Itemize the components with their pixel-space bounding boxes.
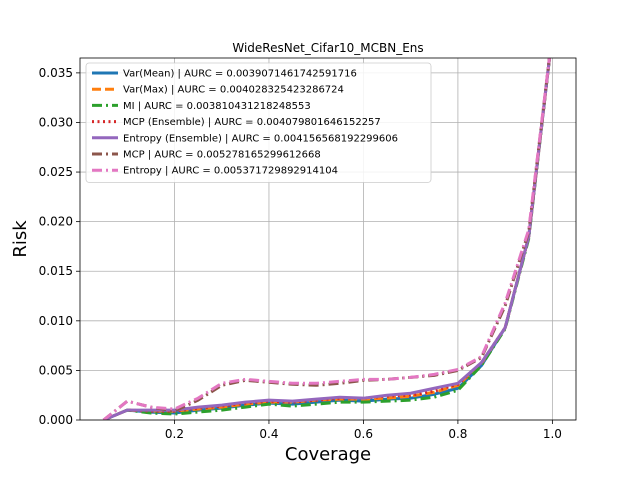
legend-box xyxy=(85,62,432,183)
x-axis-label: Coverage xyxy=(285,444,371,465)
x-tick-label: 0.8 xyxy=(448,427,467,441)
legend-label: MCP (Ensemble) | AURC = 0.00407980164615… xyxy=(123,117,381,128)
x-axis-ticks: 0.2 0.4 0.6 0.8 1.0 xyxy=(165,420,562,441)
y-tick-label: 0.030 xyxy=(39,115,73,129)
series-group xyxy=(102,58,552,420)
legend: Var(Mean) | AURC = 0.0039071461742591716… xyxy=(85,62,432,183)
x-tick-label: 1.0 xyxy=(543,427,562,441)
legend-label: Entropy (Ensemble) | AURC = 0.0041565681… xyxy=(123,133,398,144)
x-tick-label: 0.6 xyxy=(354,427,373,441)
y-tick-label: 0.025 xyxy=(39,165,73,179)
legend-label: Var(Mean) | AURC = 0.0039071461742591716 xyxy=(123,69,357,80)
legend-label: MI | AURC = 0.003810431218248553 xyxy=(123,101,311,112)
chart-title: WideResNet_Cifar10_MCBN_Ens xyxy=(232,41,423,55)
x-tick-label: 0.4 xyxy=(259,427,278,441)
legend-label: MCP | AURC = 0.005278165299612668 xyxy=(123,150,321,161)
y-axis-ticks: 0.000 0.005 0.010 0.015 0.020 0.025 0.030 0.035 xyxy=(39,66,80,427)
y-tick-label: 0.020 xyxy=(39,215,73,229)
y-axis-label: Risk xyxy=(10,220,31,258)
y-tick-label: 0.015 xyxy=(39,264,73,278)
y-tick-label: 0.000 xyxy=(39,413,73,427)
x-tick-label: 0.2 xyxy=(165,427,184,441)
series-line-2 xyxy=(103,58,552,420)
plot-frame xyxy=(79,57,577,421)
legend-label: Entropy | AURC = 0.005371729892914104 xyxy=(123,166,338,177)
series-line-5 xyxy=(102,58,551,420)
y-tick-label: 0.035 xyxy=(39,66,73,80)
y-tick-label: 0.010 xyxy=(39,314,73,328)
y-tick-label: 0.005 xyxy=(39,363,73,377)
legend-label: Var(Max) | AURC = 0.004028325423286724 xyxy=(123,85,344,96)
series-line-6 xyxy=(102,58,551,420)
